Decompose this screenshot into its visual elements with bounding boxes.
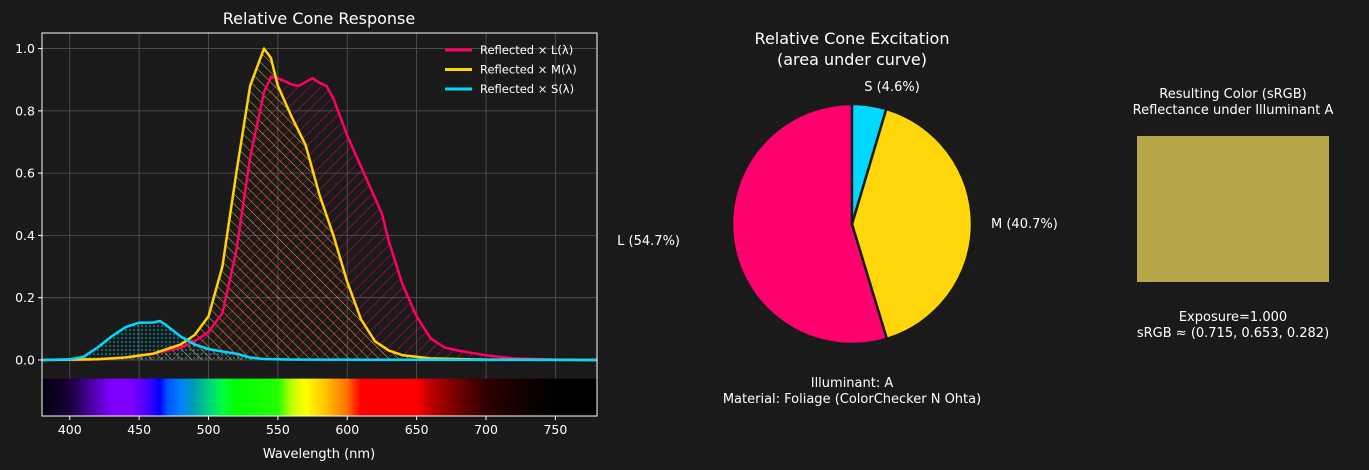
y-tick-label: 0.2	[15, 290, 35, 305]
y-tick-label: 1.0	[15, 41, 35, 56]
x-tick-label: 550	[266, 422, 290, 437]
y-tick-label: 0.0	[15, 352, 35, 367]
line-chart: Relative Cone Response 400 450 500 550 600 65…	[15, 9, 598, 462]
pie-footer-line-1: Illuminant: A	[811, 376, 894, 391]
x-tick-label: 400	[58, 422, 82, 437]
pie-footer-line-2: Material: Foliage (ColorChecker N Ohta)	[723, 392, 981, 407]
series-line-M	[42, 47, 597, 362]
pie-slice-M	[850, 107, 974, 341]
x-tick-label: 450	[127, 422, 151, 437]
series-line-S	[42, 319, 597, 362]
pie-label-L: L (54.7%)	[617, 234, 680, 249]
pie-label-M: M (40.7%)	[991, 217, 1058, 232]
pie-label-S: S (4.6%)	[864, 80, 920, 95]
pie-title-line-1: Relative Cone Excitation	[755, 29, 950, 48]
y-tick-label: 0.8	[15, 103, 35, 118]
color-swatch-panel: Resulting Color (sRGB) Reflectance under…	[1133, 87, 1334, 341]
x-tick-label: 500	[197, 422, 221, 437]
y-tick-label: 0.6	[15, 166, 35, 181]
fill-M	[42, 48, 597, 360]
y-ticks: 0.0 0.2 0.4 0.6 0.8 1.0	[15, 41, 42, 367]
color-swatch	[1137, 136, 1329, 282]
pie-slice-L	[730, 102, 889, 346]
swatch-title-line-2: Reflectance under Illuminant A	[1133, 103, 1334, 118]
fill-S	[42, 321, 597, 360]
x-axis-label: Wavelength (nm)	[263, 447, 375, 462]
pie-title-line-2: (area under curve)	[777, 50, 927, 69]
pie-slice-S	[850, 102, 888, 226]
swatch-caption-line-2: sRGB ≈ (0.715, 0.653, 0.282)	[1137, 326, 1329, 341]
line-chart-title: Relative Cone Response	[223, 9, 415, 28]
y-tick-label: 0.4	[15, 228, 35, 243]
legend-label-S: Reflected × S(λ)	[480, 82, 574, 96]
pie-chart: Relative Cone Excitation (area under cur…	[617, 29, 1058, 407]
x-ticks: 400 450 500 550 600 650 700 750	[58, 416, 567, 437]
series-lines	[42, 47, 597, 362]
swatch-title-line-1: Resulting Color (sRGB)	[1159, 87, 1306, 102]
x-tick-label: 650	[405, 422, 429, 437]
spectrum-strip	[42, 378, 597, 416]
pie: L (54.7%) M (40.7%) S (4.6%)	[617, 80, 1058, 346]
legend-label-M: Reflected × M(λ)	[480, 63, 577, 77]
plot-frame	[41, 32, 598, 417]
swatch-caption-line-1: Exposure=1.000	[1179, 310, 1287, 325]
x-tick-label: 600	[335, 422, 359, 437]
legend-label-L: Reflected × L(λ)	[480, 43, 573, 57]
x-tick-label: 700	[474, 422, 498, 437]
hatched-fills	[42, 48, 597, 360]
legend: Reflected × L(λ) Reflected × M(λ) Reflecte…	[445, 43, 577, 96]
x-tick-label: 750	[543, 422, 567, 437]
series-line-L	[42, 75, 597, 362]
